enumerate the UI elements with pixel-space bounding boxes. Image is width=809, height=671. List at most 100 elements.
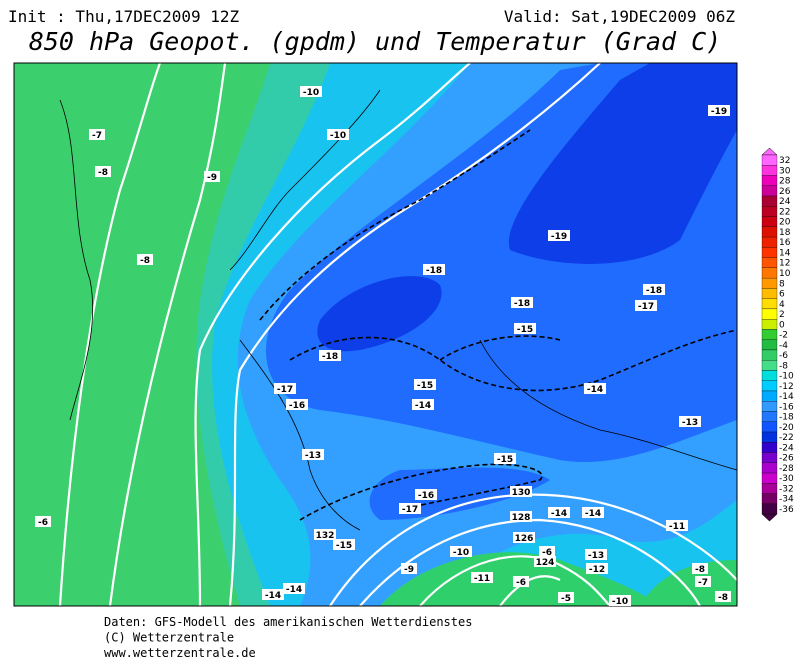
label-box (314, 529, 336, 540)
map-label: -14 (286, 585, 302, 595)
colorbar-swatch (761, 165, 778, 176)
label-box (450, 546, 472, 557)
colorbar-label: -4 (779, 341, 788, 351)
colorbar-swatch (761, 329, 778, 340)
colorbar-swatch (761, 401, 778, 412)
label-box (558, 592, 574, 603)
colorbar-swatch (761, 421, 778, 433)
map-label: -15 (497, 455, 513, 465)
map-label: -9 (404, 565, 414, 575)
map-label: -5 (561, 594, 571, 604)
label-box (137, 254, 153, 265)
colorbar-label: 20 (779, 218, 791, 228)
map-label: -14 (587, 385, 603, 395)
colorbar-label: -18 (779, 413, 794, 423)
colorbar-swatch (761, 493, 778, 504)
colorbar-swatch (761, 483, 778, 494)
colorbar-label: 22 (779, 207, 790, 217)
colorbar-label: -16 (779, 402, 794, 412)
map-title: 850 hPa Geopot. (gpdm) und Temperatur (G… (29, 27, 721, 56)
map-label: -15 (336, 541, 352, 551)
label-box (513, 576, 529, 587)
label-box (511, 297, 533, 308)
colorbar-label: 18 (779, 228, 791, 238)
label-box (513, 532, 535, 543)
map-label: -8 (718, 593, 728, 603)
label-box (679, 416, 701, 427)
footer-line: (C) Wetterzentrale (104, 631, 234, 645)
coastlines (59, 89, 737, 531)
map-label: -10 (453, 548, 469, 558)
map-label: -14 (265, 591, 281, 601)
map-label: -18 (646, 286, 662, 296)
map-label: -13 (305, 451, 321, 461)
label-box (300, 86, 322, 97)
temp-region (317, 276, 442, 352)
map-label: -19 (551, 232, 567, 242)
colorbar-swatch (761, 185, 778, 197)
label-box (333, 539, 355, 550)
label-box (635, 300, 657, 311)
map-label: -15 (517, 325, 533, 335)
colorbar-swatch (761, 452, 778, 463)
colorbar-label: -6 (779, 351, 788, 361)
colorbar-label: 2 (779, 310, 785, 320)
label-box (715, 591, 731, 602)
map-label: -15 (417, 381, 433, 391)
map-label: -11 (669, 522, 685, 532)
map-label: -9 (207, 173, 217, 183)
init-time: Init : Thu,17DEC2009 12Z (8, 7, 240, 26)
map-frame (13, 62, 738, 607)
colorbar-swatch (761, 277, 778, 289)
footer-line: Daten: GFS-Modell des amerikanischen Wet… (104, 615, 472, 629)
map-label: 130 (512, 488, 531, 498)
map-label: -10 (612, 597, 628, 607)
colorbar-label: 4 (779, 300, 785, 310)
label-box (539, 546, 555, 557)
map-label: -16 (289, 401, 305, 411)
colorbar-swatch (761, 411, 778, 422)
colorbar-swatch (761, 267, 778, 279)
label-box (89, 129, 105, 140)
label-box (666, 520, 688, 531)
map-label: -8 (695, 565, 705, 575)
map-label: -6 (542, 548, 552, 558)
label-box (586, 563, 608, 574)
colorbar-label: -24 (779, 443, 794, 453)
colorbar-label: -28 (779, 464, 794, 474)
map-label: -17 (402, 505, 418, 515)
colorbar-swatch (761, 462, 778, 474)
label-box (262, 589, 284, 600)
map-label: 128 (512, 513, 531, 523)
colorbar-swatch (761, 360, 778, 371)
map-label: -16 (418, 491, 434, 501)
temp-region (640, 560, 737, 606)
colorbar-label: -32 (779, 484, 794, 494)
map-label: -14 (415, 401, 431, 411)
label-box (95, 166, 111, 177)
map-label: -14 (551, 509, 567, 519)
label-box (584, 383, 606, 394)
map-label: -13 (682, 418, 698, 428)
colorbar-swatch (761, 319, 778, 330)
label-box (302, 449, 324, 460)
label-box (274, 383, 296, 394)
colorbar-swatch (761, 154, 778, 166)
map-label: -6 (38, 518, 48, 528)
colorbar-swatch (761, 226, 778, 238)
label-box (548, 230, 570, 241)
map-label: -11 (474, 574, 490, 584)
map-label: -10 (330, 131, 346, 141)
colorbar-label: -36 (779, 505, 794, 515)
colorbar-label: -10 (779, 372, 794, 382)
colorbar-tip (761, 513, 778, 522)
colorbar-swatch (761, 472, 778, 484)
label-box (708, 105, 730, 116)
label-box (399, 503, 421, 514)
label-box (582, 507, 604, 518)
map-label: -13 (588, 551, 604, 561)
label-box (510, 511, 532, 522)
temperature-contours (259, 129, 737, 521)
colorbar-label: 14 (779, 248, 791, 258)
